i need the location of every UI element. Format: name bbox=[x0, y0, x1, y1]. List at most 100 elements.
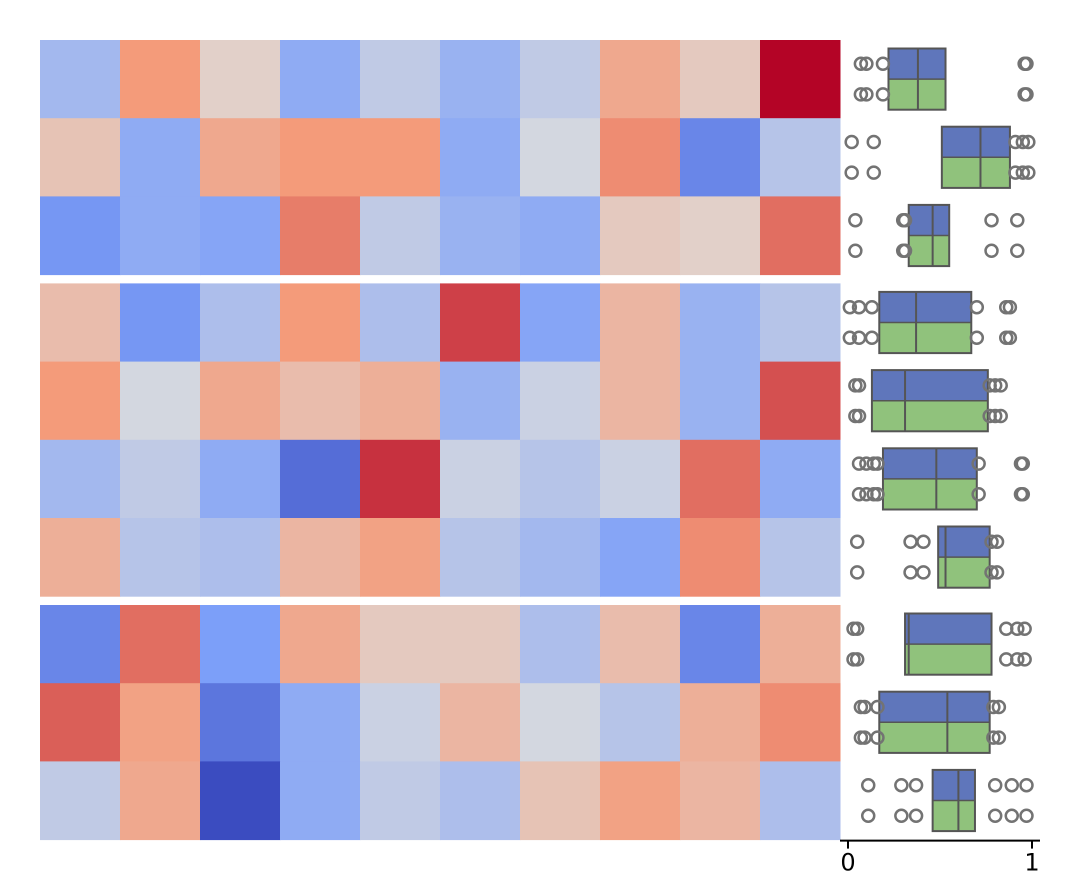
heatmap-cell bbox=[760, 40, 841, 119]
heatmap-cell bbox=[40, 40, 121, 119]
heatmap-cell bbox=[40, 118, 121, 197]
outlier-point bbox=[866, 165, 882, 180]
box-lower bbox=[932, 800, 975, 832]
heatmap-cell bbox=[600, 605, 681, 684]
heatmap-cell bbox=[440, 196, 521, 276]
outlier-point bbox=[849, 534, 865, 550]
heatmap-cell bbox=[440, 761, 521, 841]
heatmap-cell bbox=[360, 683, 441, 762]
heatmap-cell bbox=[680, 761, 761, 841]
outlier-point bbox=[1010, 212, 1025, 228]
outlier-point bbox=[848, 212, 863, 228]
outlier-point bbox=[870, 456, 885, 471]
outlier-point bbox=[864, 299, 880, 315]
outlier-point bbox=[894, 777, 909, 793]
heatmap-cell bbox=[280, 40, 361, 119]
heatmap-cell bbox=[40, 605, 121, 684]
heatmap-cell bbox=[760, 361, 841, 441]
outlier-point bbox=[1019, 56, 1034, 72]
heatmap-cell bbox=[40, 683, 121, 762]
heatmap-cell bbox=[360, 361, 441, 441]
heatmap-cell bbox=[440, 439, 521, 519]
heatmap-cell bbox=[40, 361, 121, 441]
heatmap-cell bbox=[120, 439, 201, 519]
heatmap-cell bbox=[520, 196, 601, 276]
box-plot-row bbox=[842, 290, 1018, 355]
box-upper bbox=[882, 448, 977, 479]
box-plot-row bbox=[849, 525, 1005, 589]
heatmap-cell bbox=[280, 361, 361, 441]
box-upper bbox=[938, 526, 990, 558]
outlier-point bbox=[987, 408, 1003, 424]
heatmap-cell bbox=[440, 605, 521, 684]
heatmap-cell bbox=[680, 605, 761, 684]
box-plot-row bbox=[844, 125, 1036, 189]
outlier-point bbox=[849, 565, 865, 580]
heatmap-cell bbox=[760, 761, 841, 841]
heatmap-cell bbox=[520, 761, 601, 841]
outlier-point bbox=[1019, 777, 1034, 793]
box-upper bbox=[941, 126, 1010, 158]
outlier-point bbox=[864, 330, 880, 346]
heatmap-cell bbox=[680, 361, 761, 441]
heatmap-cell bbox=[680, 283, 761, 363]
box-lower bbox=[905, 644, 992, 675]
heatmap-cell bbox=[120, 605, 201, 684]
box-plot-row bbox=[853, 47, 1034, 111]
outlier-point bbox=[971, 486, 986, 502]
outlier-point bbox=[1004, 777, 1020, 793]
outlier-point bbox=[1021, 134, 1036, 150]
outlier-point bbox=[1010, 652, 1025, 667]
heatmap-cell bbox=[40, 439, 121, 519]
outlier-point bbox=[1019, 87, 1034, 102]
outlier-point bbox=[849, 652, 865, 667]
outlier-point bbox=[971, 456, 986, 471]
box-lower bbox=[882, 478, 977, 510]
outlier-point bbox=[859, 87, 874, 102]
heatmap-cell bbox=[200, 518, 281, 597]
heatmap-cell bbox=[120, 196, 201, 276]
x-tick-label: 1 bbox=[1024, 849, 1039, 877]
heatmap-cell bbox=[360, 761, 441, 841]
outlier-point bbox=[984, 212, 999, 228]
heatmap-cell bbox=[680, 439, 761, 519]
outlier-point bbox=[875, 56, 891, 72]
heatmap bbox=[40, 40, 841, 841]
heatmap-cell bbox=[600, 518, 681, 597]
heatmap-cell bbox=[120, 118, 201, 197]
outlier-point bbox=[844, 165, 859, 180]
heatmap-cell bbox=[760, 196, 841, 276]
heatmap-cell bbox=[120, 283, 201, 363]
box-upper bbox=[932, 769, 975, 801]
heatmap-cell bbox=[440, 361, 521, 441]
heatmap-cell bbox=[440, 118, 521, 197]
heatmap-cell bbox=[360, 605, 441, 684]
box-plot-row bbox=[851, 447, 1031, 511]
outlier-point bbox=[989, 534, 1005, 550]
box-plot-row bbox=[848, 369, 1008, 433]
outlier-point bbox=[916, 565, 931, 580]
outlier-point bbox=[870, 730, 885, 745]
outlier-point bbox=[908, 808, 924, 824]
heatmap-cell bbox=[680, 118, 761, 197]
heatmap-cell bbox=[600, 361, 681, 441]
heatmap-cell bbox=[520, 605, 601, 684]
outlier-point bbox=[993, 408, 1008, 424]
heatmap-cell bbox=[760, 439, 841, 519]
heatmap-cell bbox=[40, 761, 121, 841]
box-plot-row bbox=[853, 690, 1007, 754]
heatmap-cell bbox=[680, 196, 761, 276]
heatmap-cell bbox=[40, 283, 121, 363]
outlier-point bbox=[897, 212, 913, 228]
outlier-point bbox=[916, 534, 931, 550]
outlier-point bbox=[1015, 165, 1031, 180]
box-upper bbox=[871, 370, 988, 401]
box-plot-row bbox=[860, 768, 1034, 833]
outlier-point bbox=[989, 565, 1005, 580]
heatmap-cell bbox=[280, 439, 361, 519]
outlier-point bbox=[1021, 165, 1036, 180]
heatmap-cell bbox=[360, 439, 441, 519]
heatmap-cell bbox=[600, 196, 681, 276]
